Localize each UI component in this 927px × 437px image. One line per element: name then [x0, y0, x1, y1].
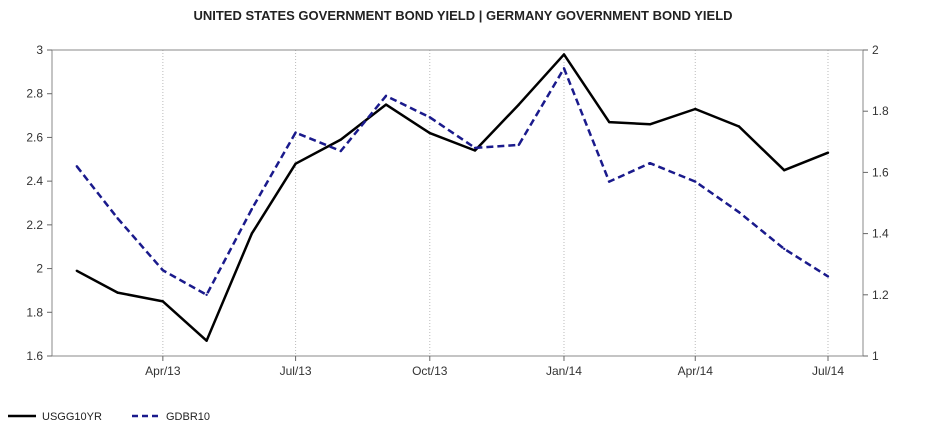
data-point-usgg10yr: [737, 125, 741, 128]
data-point-gdbr10: [116, 217, 119, 220]
left-tick-label: 1.8: [26, 305, 43, 319]
data-point-usgg10yr: [294, 162, 297, 165]
left-tick-label: 2.4: [26, 174, 43, 188]
right-tick-label: 1.2: [872, 288, 889, 302]
x-tick-label: Jul/14: [812, 364, 844, 378]
x-axis: Apr/13 Jul/13 Oct/13 Jan/14 Apr/14 Jul/14: [145, 356, 844, 378]
data-point-gdbr10: [339, 149, 342, 153]
data-point-usgg10yr: [473, 149, 477, 152]
data-point-gdbr10: [694, 180, 697, 183]
data-point-gdbr10: [428, 116, 431, 119]
legend: USGG10YR GDBR10: [8, 411, 210, 423]
left-tick-label: 2.6: [26, 130, 43, 144]
series-line-usgg10yr: [76, 53, 829, 342]
x-tick-label: Jan/14: [546, 364, 582, 378]
data-point-gdbr10: [250, 207, 253, 211]
data-point-gdbr10: [517, 143, 520, 147]
data-point-gdbr10: [161, 269, 165, 272]
data-point-gdbr10: [648, 162, 652, 165]
data-point-usgg10yr: [384, 103, 388, 106]
x-tick-label: Apr/14: [678, 364, 714, 378]
left-tick-label: 2.8: [26, 87, 43, 101]
data-point-usgg10yr: [205, 339, 208, 342]
data-point-usgg10yr: [250, 232, 253, 235]
data-point-usgg10yr: [428, 131, 431, 135]
plot-area: [51, 49, 864, 357]
left-tick-label: 2: [36, 262, 43, 276]
data-point-gdbr10: [783, 247, 786, 251]
data-point-usgg10yr: [161, 300, 165, 303]
data-point-usgg10yr: [608, 120, 611, 124]
data-point-usgg10yr: [116, 291, 119, 294]
x-tick-label: Oct/13: [412, 364, 448, 378]
data-point-gdbr10: [562, 67, 566, 70]
right-tick-label: 1: [872, 349, 879, 363]
data-point-gdbr10: [205, 293, 208, 296]
data-point-gdbr10: [608, 180, 611, 183]
legend-label-usgg10yr: USGG10YR: [42, 411, 102, 423]
right-tick-label: 1.8: [872, 104, 889, 118]
left-tick-label: 3: [36, 43, 43, 57]
data-point-gdbr10: [737, 211, 741, 214]
data-point-gdbr10: [473, 146, 477, 150]
x-tick-label: Jul/13: [280, 364, 312, 378]
series-line-gdbr10: [75, 67, 829, 297]
data-point-gdbr10: [75, 165, 79, 168]
left-y-axis: 1.6 1.8 2 2.2 2.4 2.6 2.8 3: [26, 43, 52, 363]
right-tick-label: 1.4: [872, 227, 889, 241]
data-point-usgg10yr: [562, 53, 566, 56]
right-tick-label: 1.6: [872, 165, 889, 179]
data-point-usgg10yr: [694, 107, 697, 111]
data-point-usgg10yr: [517, 103, 520, 106]
left-tick-label: 2.2: [26, 218, 43, 232]
left-tick-label: 1.6: [26, 349, 43, 363]
data-point-gdbr10: [826, 275, 830, 278]
data-point-usgg10yr: [648, 123, 652, 126]
right-tick-label: 2: [872, 43, 879, 57]
series-layer: [75, 53, 830, 342]
right-y-axis: 1 1.2 1.4 1.6 1.8 2: [863, 43, 889, 363]
data-point-gdbr10: [384, 94, 388, 98]
grid-lines: [162, 50, 829, 356]
x-tick-label: Apr/13: [145, 364, 181, 378]
data-point-usgg10yr: [339, 138, 342, 141]
data-point-usgg10yr: [783, 169, 786, 172]
data-point-usgg10yr: [826, 151, 830, 154]
data-point-gdbr10: [294, 131, 297, 134]
chart-title: UNITED STATES GOVERNMENT BOND YIELD | GE…: [193, 8, 732, 23]
data-point-usgg10yr: [75, 269, 79, 272]
legend-label-gdbr10: GDBR10: [166, 411, 210, 423]
